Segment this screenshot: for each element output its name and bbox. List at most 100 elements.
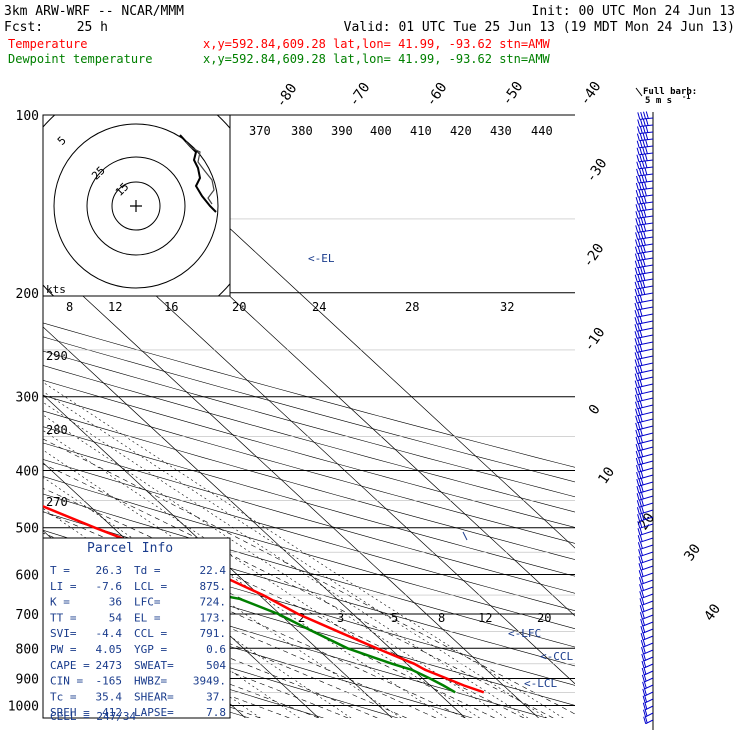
wind-barbs bbox=[634, 111, 654, 725]
wind-barb-icon bbox=[641, 667, 654, 676]
mixing-ratio-labels: 8 12 16 20 24 28 32 2 3 5 8 12 20 bbox=[66, 300, 551, 625]
pressure-label: 500 bbox=[16, 522, 39, 537]
parcel-cell: CELL = 247/34 bbox=[50, 710, 136, 723]
dry-adiabat bbox=[43, 476, 575, 630]
wind-barb-icon bbox=[634, 316, 654, 325]
wind-barb-icon bbox=[636, 498, 654, 508]
wind-barb-icon bbox=[635, 456, 654, 466]
barb-legend-exponent: -1 bbox=[682, 93, 690, 101]
wind-barb-icon bbox=[634, 337, 654, 346]
wind-barb-icon bbox=[635, 442, 654, 452]
parcel-info-cell: CIN = bbox=[50, 675, 83, 688]
hodograph-trace bbox=[185, 141, 215, 205]
theta-label: 370 bbox=[249, 124, 271, 138]
wind-barb-icon bbox=[635, 421, 654, 431]
mixing-ratio-label: 20 bbox=[232, 300, 246, 314]
parcel-info-cell: 412 bbox=[102, 706, 122, 719]
wind-barb-icon bbox=[639, 597, 654, 606]
wind-barb-icon bbox=[635, 414, 654, 424]
parcel-info-cell: 3949. bbox=[193, 675, 226, 688]
parcel-info-cell: SREH = bbox=[50, 706, 90, 719]
wind-barb-icon bbox=[634, 379, 654, 389]
isotherm-label: -60 bbox=[423, 80, 451, 110]
parcel-info-cell: 22.4 bbox=[200, 564, 227, 577]
theta-label: 270 bbox=[46, 495, 68, 509]
dry-adiabat bbox=[43, 493, 575, 648]
pressure-label: 600 bbox=[16, 568, 39, 583]
dry-adiabat bbox=[43, 322, 575, 468]
parcel-info-cell: 35.4 bbox=[96, 690, 123, 703]
pressure-label: 400 bbox=[16, 465, 39, 480]
theta-label: 280 bbox=[46, 423, 68, 437]
wind-barb-icon bbox=[636, 174, 654, 184]
wind-barb-icon bbox=[636, 470, 654, 480]
theta-labels: 370 380 390 400 410 420 430 440 290 280 … bbox=[46, 124, 553, 509]
wind-barb-icon bbox=[635, 216, 654, 226]
pressure-label: 300 bbox=[16, 391, 39, 406]
isotherm-label: -30 bbox=[583, 156, 611, 186]
parcel-info-panel: Parcel Info T = 26.3 Td = 22.4 LI = -7.6 LCL =… bbox=[42, 537, 231, 723]
parcel-info-cell: 875. bbox=[200, 580, 227, 593]
parcel-info-cell: PW = bbox=[50, 643, 77, 656]
mixing-ratio-label: 3 bbox=[337, 611, 344, 625]
parcel-info-cell: CCL = bbox=[134, 627, 167, 640]
pressure-labels: 100 200 300 400 500 600 700 800 900 1000 bbox=[8, 109, 39, 714]
parcel-info-cell: CAPE = bbox=[50, 659, 90, 672]
wind-barb-icon bbox=[641, 660, 654, 669]
parcel-info-cell: K = bbox=[50, 596, 70, 609]
parcel-info-cell: 0.6 bbox=[206, 643, 226, 656]
wind-barb-icon bbox=[643, 708, 654, 718]
wind-barb-icon bbox=[636, 484, 654, 494]
mixing-ratio-line bbox=[43, 508, 352, 718]
mixing-ratio-label: 8 bbox=[66, 300, 73, 314]
barb-legend-line2: 5 m s bbox=[645, 96, 672, 106]
wind-barb-icon bbox=[634, 372, 654, 382]
wind-barb-icon bbox=[635, 202, 654, 212]
wind-barb-icon bbox=[638, 555, 654, 564]
wind-barb-icon bbox=[634, 358, 654, 367]
barb-legend-line1: Full barb: bbox=[643, 87, 697, 97]
parcel-info-cell: SWEAT= bbox=[134, 659, 174, 672]
mixing-ratio-line bbox=[43, 414, 507, 718]
parcel-info-cell: LAPSE= bbox=[134, 706, 174, 719]
temperature-profile bbox=[43, 505, 485, 694]
parcel-info-frame bbox=[42, 537, 231, 719]
wind-barb-icon bbox=[639, 604, 654, 613]
wind-barb-icon bbox=[634, 308, 654, 318]
parcel-info-title: Parcel Info bbox=[87, 541, 173, 556]
dry-adiabat bbox=[43, 459, 575, 612]
parcel-info-cell: 54 bbox=[109, 611, 123, 624]
fcst-value: 25 h bbox=[77, 20, 108, 35]
mixing-ratio-label: 5 bbox=[391, 611, 398, 625]
mixing-ratio-label: 8 bbox=[438, 611, 445, 625]
isotherm-label: 40 bbox=[701, 601, 724, 624]
parcel-info-cell: TT = bbox=[50, 611, 77, 624]
wind-barb-icon bbox=[634, 273, 654, 283]
level-markers: <-EL <-LFC <-CCL <-LCL bbox=[308, 252, 573, 690]
parcel-info-cell: T = bbox=[50, 564, 70, 577]
isotherm-label: -80 bbox=[273, 81, 301, 111]
wind-barb-icon bbox=[636, 153, 654, 163]
isotherm-label: 30 bbox=[681, 541, 704, 564]
isotherm-label: -40 bbox=[577, 79, 605, 109]
isotherm-label: -50 bbox=[499, 79, 527, 109]
mixing-ratio-label: 2 bbox=[298, 611, 305, 625]
isotherm-label: 0 bbox=[586, 402, 604, 418]
wind-barb-icon bbox=[636, 146, 654, 156]
parcel-marker-icon bbox=[462, 531, 468, 541]
wind-barb-icon bbox=[634, 386, 654, 396]
wind-barb-icon bbox=[636, 477, 654, 487]
wind-barb-icon bbox=[635, 435, 654, 445]
model-title: 3km ARW-WRF -- NCAR/MMM bbox=[4, 4, 184, 19]
parcel-info-cell: HWBZ= bbox=[134, 675, 167, 688]
parcel-info-cell: -165 bbox=[96, 675, 123, 688]
wind-barb-icon bbox=[635, 400, 654, 410]
parcel-info-cell: 724. bbox=[200, 596, 227, 609]
isotherm-label: -70 bbox=[346, 80, 374, 110]
mixing-ratio-label: 28 bbox=[405, 300, 419, 314]
isotherm-labels: -80 -70 -60 -50 -40 -30 -20 -10 0 10 20 30 40 bbox=[273, 79, 724, 624]
wind-barb-icon bbox=[634, 252, 654, 262]
wind-barb-icon bbox=[636, 463, 654, 473]
dry-adiabat bbox=[43, 350, 575, 498]
